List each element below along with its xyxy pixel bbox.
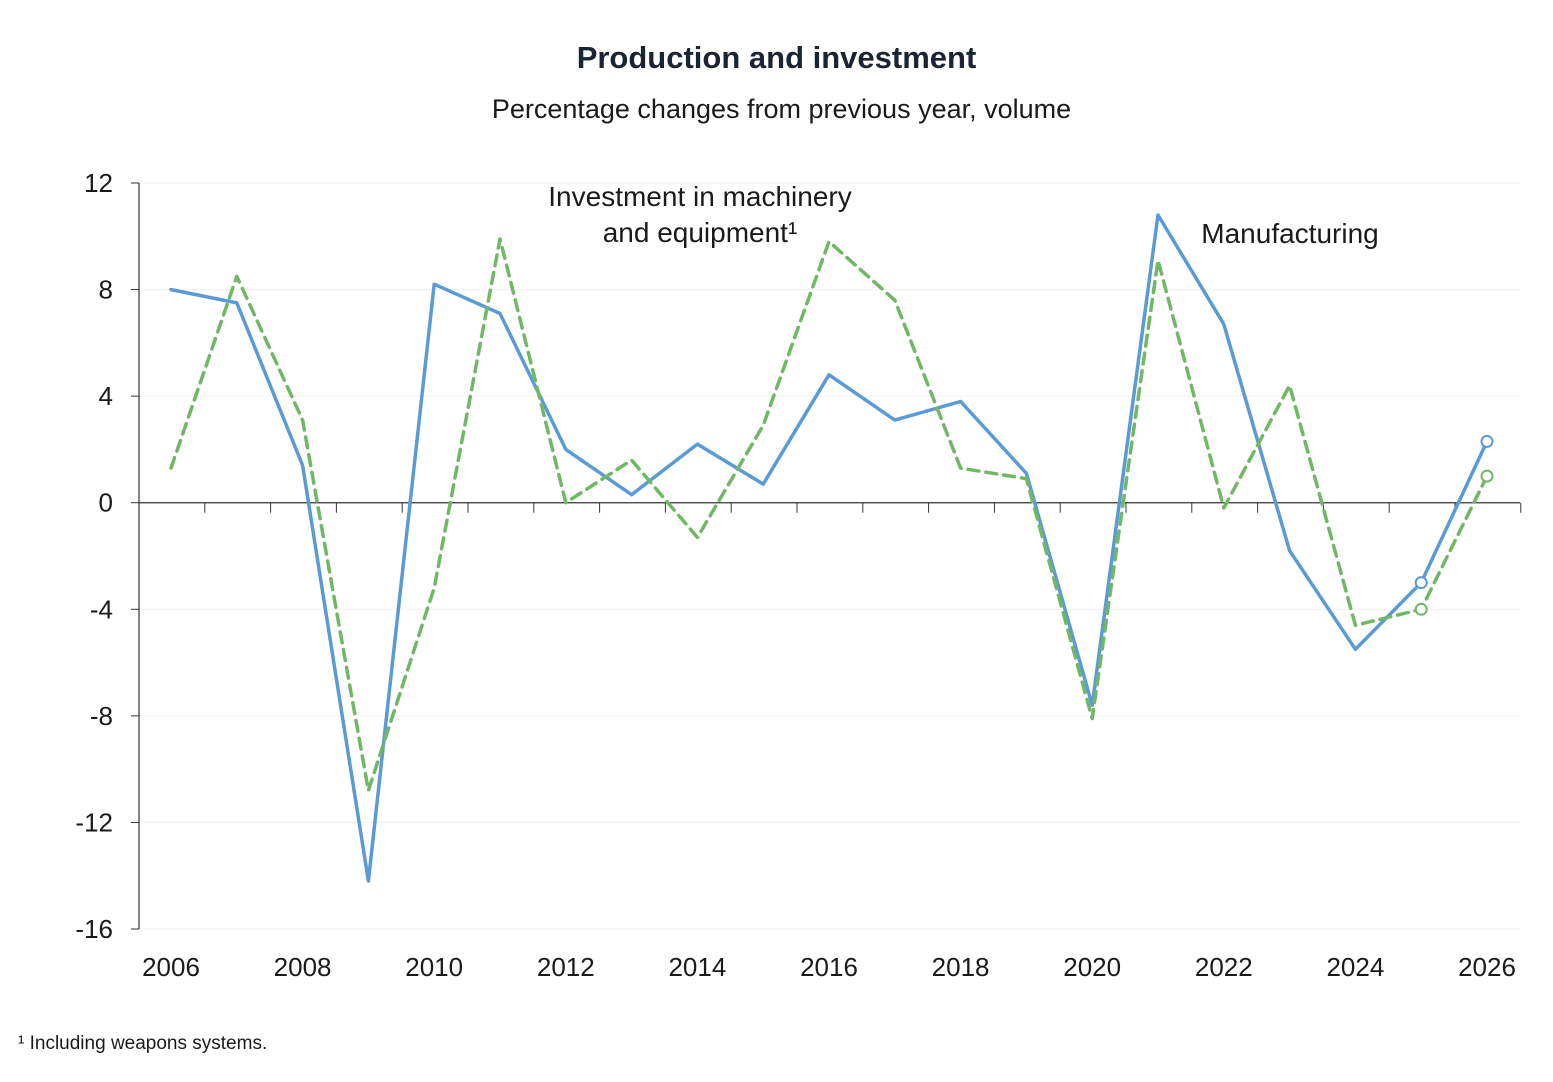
x-tick-label: 2026 (1458, 952, 1516, 982)
forecast-point (1414, 576, 1428, 590)
x-tick-label: 2016 (800, 952, 858, 982)
investment-label-line-2: and equipment¹ (603, 217, 798, 248)
y-tick-label: -4 (90, 594, 113, 624)
chart-subtitle: Percentage changes from previous year, v… (491, 94, 1072, 124)
y-tick-label: 4 (99, 381, 113, 411)
x-tick-label: 2010 (405, 952, 463, 982)
manufacturing-line (169, 213, 1489, 883)
x-tick-label: 2014 (668, 952, 726, 982)
y-tick-label: -12 (75, 807, 113, 837)
y-tick-label: 8 (99, 275, 113, 305)
manufacturing-label: Manufacturing (1201, 218, 1378, 249)
investment-line (169, 237, 1489, 793)
chart-title: Production and investment (576, 40, 977, 75)
y-tick-label: -8 (90, 701, 113, 731)
forecast-point (1480, 469, 1494, 483)
forecast-point (1414, 602, 1428, 616)
forecast-point (1480, 434, 1494, 448)
x-tick-label: 2006 (142, 952, 200, 982)
y-tick-label: 12 (84, 168, 113, 198)
x-tick-label: 2012 (537, 952, 595, 982)
series-labels: Manufacturing Investment in machinery and … (548, 181, 1378, 249)
series-lines (169, 213, 1494, 883)
x-tick-label: 2008 (274, 952, 332, 982)
x-tick-label: 2018 (932, 952, 990, 982)
x-tick-label: 2020 (1063, 952, 1121, 982)
investment-label-line-1: Investment in machinery (548, 181, 851, 212)
y-tick-label: 0 (99, 488, 113, 518)
x-tick-label: 2024 (1326, 952, 1384, 982)
axes: 12 8 4 0 -4 -8 -12 -16 2006 2008 2010 2012 2014 2016 2… (75, 168, 1522, 982)
x-tick-label: 2022 (1195, 952, 1253, 982)
y-tick-label: -16 (75, 914, 113, 944)
gridlines (139, 182, 1520, 930)
footnote: ¹ Including weapons systems. (18, 1033, 268, 1054)
